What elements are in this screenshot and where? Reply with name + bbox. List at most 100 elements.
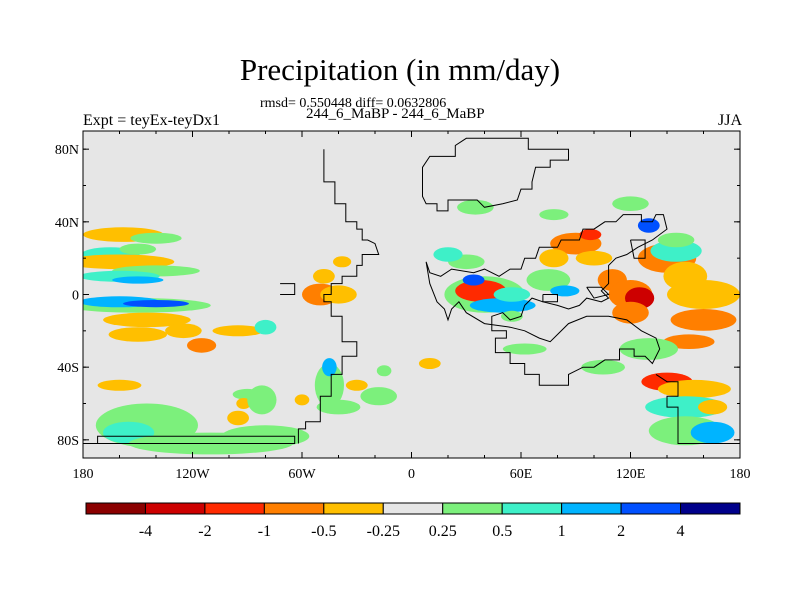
anomaly-field: [83, 196, 740, 455]
anomaly-patch: [539, 209, 569, 221]
anomaly-patch: [418, 358, 441, 369]
anomaly-patch: [698, 399, 728, 415]
anomaly-patch: [376, 365, 392, 377]
colorbar-box: [501, 502, 563, 515]
anomaly-patch: [236, 398, 251, 409]
anomaly-patch: [612, 301, 649, 324]
x-tick-label: 180: [73, 467, 94, 482]
colorbar-box: [85, 502, 146, 515]
anomaly-patch: [667, 280, 740, 309]
colorbar: -4 -2 -1 -0.5 -0.25 0.25 0.5 1 2 4: [85, 502, 741, 540]
anomaly-patch: [433, 247, 463, 262]
axes: 180 120W 60W 0 60E 120E 180 80N 40N 0 40S 80S: [55, 131, 751, 482]
coastline: [280, 283, 296, 295]
colorbar-box: [204, 502, 265, 515]
anomaly-patch: [575, 250, 613, 266]
anomaly-patch: [130, 232, 182, 244]
anomaly-patch: [457, 200, 494, 215]
y-tick-label: 0: [72, 289, 79, 304]
anomaly-patch: [455, 280, 507, 302]
anomaly-patch: [112, 276, 164, 284]
colorbar-box: [323, 502, 384, 515]
coastline: [630, 239, 646, 259]
y-tick-label: 40N: [55, 216, 79, 231]
anomaly-patch: [316, 399, 361, 415]
season-label: JJA: [717, 112, 742, 129]
x-tick-label: 60E: [510, 467, 533, 482]
anomaly-patch: [690, 421, 735, 444]
anomaly-patch: [97, 379, 142, 391]
anomaly-patch: [579, 229, 602, 241]
anomaly-patch: [320, 285, 357, 304]
anomaly-patch: [227, 410, 250, 426]
anomaly-patch: [501, 310, 523, 322]
anomaly-patch: [612, 196, 649, 211]
coastline: [83, 435, 296, 444]
anomaly-patch: [212, 325, 264, 337]
anomaly-patch: [119, 243, 157, 255]
colorbar-label: 0.5: [492, 523, 512, 540]
colorbar-box: [263, 502, 325, 515]
anomaly-patch: [294, 394, 310, 406]
anomaly-patch: [581, 359, 625, 375]
stats-subtitle: rmsd= 0.550448 diff= 0.0632806: [260, 96, 447, 111]
colorbar-label: -1: [258, 523, 271, 540]
anomaly-patch: [322, 358, 337, 377]
colorbar-label: 2: [617, 523, 625, 540]
anomaly-patch: [108, 327, 167, 342]
y-tick-label: 80N: [55, 143, 79, 158]
colorbar-label: 0.25: [429, 523, 457, 540]
anomaly-patch: [165, 323, 202, 339]
anomaly-patch: [670, 309, 737, 331]
colorbar-label: -0.5: [311, 523, 336, 540]
anomaly-patch: [313, 269, 335, 284]
anomaly-patch: [187, 338, 217, 353]
x-tick-label: 60W: [288, 467, 316, 482]
colorbar-label: -0.25: [367, 523, 400, 540]
anomaly-patch: [103, 312, 191, 328]
x-tick-label: 0: [408, 467, 415, 482]
coastline: [422, 137, 569, 212]
anomaly-patch: [360, 387, 398, 406]
coastline: [297, 149, 380, 444]
anomaly-patch: [254, 319, 277, 335]
anomaly-patch: [493, 287, 531, 302]
case-subtitle: 244_6_MaBP - 244_6_MaBP: [306, 106, 485, 122]
colorbar-box: [442, 502, 503, 515]
anomaly-patch: [123, 300, 189, 308]
anomaly-patch: [502, 343, 547, 355]
x-tick-label: 120E: [616, 467, 646, 482]
anomaly-patch: [333, 256, 352, 268]
colorbar-label: 1: [558, 523, 566, 540]
coastline: [586, 286, 610, 299]
coastline: [425, 214, 668, 386]
anomaly-patch: [550, 285, 580, 297]
anomaly-patch: [657, 232, 695, 248]
colorbar-box: [680, 502, 741, 515]
x-tick-label: 120W: [175, 467, 210, 482]
x-tick-label: 180: [730, 467, 751, 482]
anomaly-patch: [650, 240, 702, 262]
anomaly-patch: [539, 249, 569, 268]
colorbar-box: [382, 502, 444, 515]
anomaly-patch: [657, 379, 731, 399]
colorbar-label: -4: [139, 523, 152, 540]
anomaly-patch: [462, 274, 485, 286]
colorbar-label: 4: [677, 523, 685, 540]
anomaly-patch: [469, 298, 536, 313]
chart-title: Precipitation (in mm/day): [239, 52, 561, 87]
colorbar-box: [561, 502, 622, 515]
colorbar-label: -2: [198, 523, 211, 540]
anomaly-patch: [526, 269, 571, 291]
y-tick-label: 40S: [57, 361, 79, 376]
colorbar-box: [144, 502, 206, 515]
experiment-label: Expt = teyEx-teyDx1: [83, 112, 220, 129]
anomaly-patch: [345, 379, 368, 391]
coastline: [655, 373, 740, 444]
colorbar-box: [620, 502, 682, 515]
y-tick-label: 80S: [57, 434, 79, 449]
anomaly-patch: [247, 385, 277, 415]
coastline: [542, 294, 558, 303]
continent-outlines: [83, 137, 740, 444]
